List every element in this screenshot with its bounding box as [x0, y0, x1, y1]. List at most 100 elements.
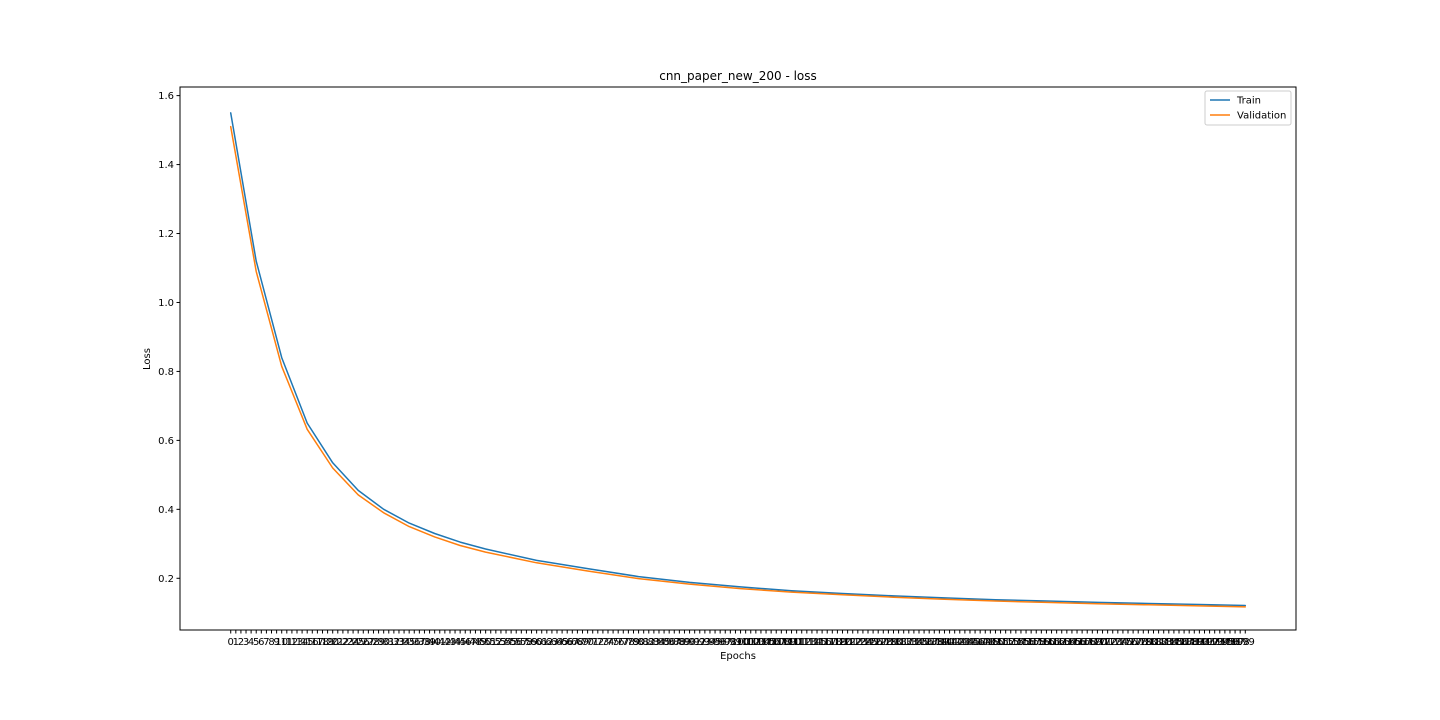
x-tick-label: 100	[731, 637, 750, 648]
x-tick-label: 150	[986, 637, 1005, 648]
x-tick-label: 70	[581, 637, 594, 648]
x-tick-label: 164	[1057, 637, 1076, 648]
x-tick-label: 174	[1108, 637, 1127, 648]
x-tick-label: 101	[736, 637, 755, 648]
x-tick-label: 165	[1062, 637, 1081, 648]
x-tick-label: 72	[591, 637, 604, 648]
x-tick-label: 47	[464, 637, 477, 648]
x-tick-label: 89	[678, 637, 691, 648]
x-tick-label: 28	[367, 637, 380, 648]
x-tick-label: 134	[904, 637, 923, 648]
x-tick-label: 53	[495, 637, 508, 648]
x-tick-label: 36	[408, 637, 421, 648]
series-layer	[229, 112, 1247, 608]
x-tick-label: 117	[818, 637, 837, 648]
x-tick-label: 51	[484, 637, 497, 648]
x-tick-label: 153	[1001, 637, 1020, 648]
x-tick-label: 124	[853, 637, 872, 648]
x-tick-label: 114	[802, 637, 821, 648]
x-tick-label: 3	[243, 637, 249, 648]
x-tick-label: 131	[889, 637, 908, 648]
x-tick-label: 18	[316, 637, 329, 648]
y-tick-label: 1.6	[158, 91, 174, 102]
x-tick-label: 19	[321, 637, 334, 648]
x-tick-label: 103	[746, 637, 765, 648]
x-tick-label: 186	[1169, 637, 1188, 648]
x-tick-label: 135	[909, 637, 928, 648]
x-tick-label: 30	[377, 637, 390, 648]
x-tick-label: 60	[530, 637, 543, 648]
x-tick-label: 65	[556, 637, 569, 648]
x-tick-label: 177	[1124, 637, 1143, 648]
x-tick-label: 79	[627, 637, 640, 648]
y-tick-label: 0.6	[158, 436, 174, 447]
x-tick-label: 166	[1067, 637, 1086, 648]
x-tick-label: 10	[275, 637, 288, 648]
x-tick-label: 52	[489, 637, 502, 648]
x-tick-label: 173	[1103, 637, 1122, 648]
x-tick-label: 6	[258, 637, 264, 648]
x-tick-label: 45	[454, 637, 467, 648]
x-tick-label: 190	[1190, 637, 1209, 648]
x-tick-label: 105	[756, 637, 775, 648]
x-tick-label: 46	[459, 637, 472, 648]
x-tick-label: 189	[1185, 637, 1204, 648]
x-tick-label: 16	[306, 637, 319, 648]
x-tick-label: 97	[719, 637, 732, 648]
x-tick-label: 78	[622, 637, 635, 648]
x-tick-label: 54	[500, 637, 513, 648]
x-tick-label: 37	[413, 637, 426, 648]
x-tick-label: 155	[1011, 637, 1030, 648]
x-tick-label: 108	[772, 637, 791, 648]
x-tick-label: 179	[1134, 637, 1153, 648]
y-tick-label: 1.0	[158, 298, 174, 309]
x-tick-label: 95	[709, 637, 722, 648]
x-tick-label: 157	[1022, 637, 1041, 648]
x-tick-label: 178	[1129, 637, 1148, 648]
x-tick-label: 193	[1205, 637, 1224, 648]
x-tick-label: 119	[828, 637, 847, 648]
x-tick-label: 84	[653, 637, 666, 648]
x-tick-label: 167	[1073, 637, 1092, 648]
x-tick-label: 184	[1159, 637, 1178, 648]
x-tick-label: 77	[617, 637, 630, 648]
x-tick-label: 12	[286, 637, 299, 648]
x-tick-label: 21	[331, 637, 344, 648]
x-tick-label: 4	[248, 637, 254, 648]
y-axis: 0.2 0.4 0.6 0.8 1.0 1.2 1.4 1.6	[158, 91, 180, 585]
x-tick-label: 171	[1093, 637, 1112, 648]
x-tick-label: 94	[704, 637, 717, 648]
x-tick-label: 69	[576, 637, 589, 648]
x-tick-label: 145	[960, 637, 979, 648]
x-tick-label: 199	[1236, 637, 1255, 648]
x-tick-label: 148	[976, 637, 995, 648]
x-tick-label: 15	[301, 637, 314, 648]
x-tick-label: 138	[925, 637, 944, 648]
x-tick-label: 87	[668, 637, 681, 648]
x-tick-label: 109	[777, 637, 796, 648]
x-tick-label: 82	[642, 637, 655, 648]
x-tick-label: 34	[398, 637, 411, 648]
x-tick-label: 123	[848, 637, 867, 648]
x-tick-label: 122	[843, 637, 862, 648]
x-tick-label: 149	[981, 637, 1000, 648]
x-tick-label: 31	[382, 637, 395, 648]
x-tick-label: 196	[1220, 637, 1239, 648]
x-tick-label: 144	[955, 637, 974, 648]
x-tick-label: 137	[920, 637, 939, 648]
x-tick-label: 32	[388, 637, 401, 648]
x-tick-label: 127	[869, 637, 888, 648]
x-tick-label: 17	[311, 637, 324, 648]
x-tick-label: 38	[418, 637, 431, 648]
x-tick-label: 67	[566, 637, 579, 648]
x-tick-label: 86	[663, 637, 676, 648]
x-tick-label: 163	[1052, 637, 1071, 648]
x-tick-label: 139	[930, 637, 949, 648]
x-tick-label: 14	[296, 637, 309, 648]
x-tick-label: 116	[813, 637, 832, 648]
y-tick-label: 0.2	[158, 574, 174, 585]
x-tick-label: 192	[1200, 637, 1219, 648]
x-tick-label: 142	[945, 637, 964, 648]
x-tick-label: 170	[1088, 637, 1107, 648]
x-tick-label: 24	[347, 637, 360, 648]
